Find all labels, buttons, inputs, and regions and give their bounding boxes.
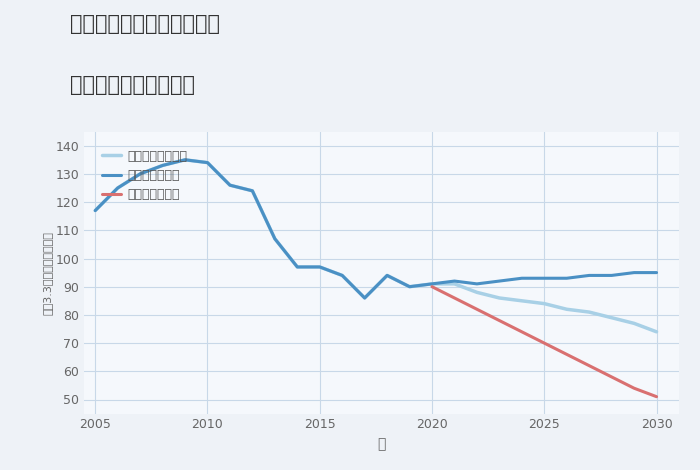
バッドシナリオ bbox=[517, 329, 526, 335]
ノーマルシナリオ bbox=[271, 236, 279, 242]
グッドシナリオ bbox=[540, 275, 549, 281]
グッドシナリオ bbox=[428, 281, 436, 287]
ノーマルシナリオ bbox=[293, 264, 302, 270]
ノーマルシナリオ bbox=[181, 157, 189, 163]
Line: グッドシナリオ: グッドシナリオ bbox=[95, 160, 657, 298]
バッドシナリオ bbox=[473, 306, 481, 312]
グッドシナリオ bbox=[338, 273, 346, 278]
バッドシナリオ bbox=[585, 363, 594, 368]
グッドシナリオ bbox=[608, 273, 616, 278]
ノーマルシナリオ bbox=[585, 309, 594, 315]
グッドシナリオ bbox=[630, 270, 638, 275]
グッドシナリオ bbox=[248, 188, 257, 194]
ノーマルシナリオ bbox=[630, 321, 638, 326]
グッドシナリオ bbox=[360, 295, 369, 301]
ノーマルシナリオ bbox=[136, 171, 144, 177]
グッドシナリオ bbox=[563, 275, 571, 281]
バッドシナリオ bbox=[563, 352, 571, 357]
ノーマルシナリオ bbox=[158, 163, 167, 168]
バッドシナリオ bbox=[652, 394, 661, 399]
グッドシナリオ bbox=[91, 208, 99, 213]
ノーマルシナリオ bbox=[225, 182, 234, 188]
Line: ノーマルシナリオ: ノーマルシナリオ bbox=[95, 160, 657, 332]
ノーマルシナリオ bbox=[563, 306, 571, 312]
Legend: ノーマルシナリオ, グッドシナリオ, バッドシナリオ: ノーマルシナリオ, グッドシナリオ, バッドシナリオ bbox=[96, 143, 194, 207]
ノーマルシナリオ bbox=[338, 273, 346, 278]
バッドシナリオ bbox=[428, 284, 436, 290]
グッドシナリオ bbox=[225, 182, 234, 188]
ノーマルシナリオ bbox=[540, 301, 549, 306]
ノーマルシナリオ bbox=[652, 329, 661, 335]
X-axis label: 年: 年 bbox=[377, 437, 386, 451]
グッドシナリオ bbox=[450, 278, 459, 284]
ノーマルシナリオ bbox=[495, 295, 503, 301]
グッドシナリオ bbox=[271, 236, 279, 242]
バッドシナリオ bbox=[450, 295, 459, 301]
グッドシナリオ bbox=[383, 273, 391, 278]
ノーマルシナリオ bbox=[316, 264, 324, 270]
グッドシナリオ bbox=[113, 185, 122, 191]
ノーマルシナリオ bbox=[91, 208, 99, 213]
ノーマルシナリオ bbox=[383, 273, 391, 278]
グッドシナリオ bbox=[652, 270, 661, 275]
ノーマルシナリオ bbox=[450, 281, 459, 287]
Line: バッドシナリオ: バッドシナリオ bbox=[432, 287, 657, 397]
グッドシナリオ bbox=[517, 275, 526, 281]
グッドシナリオ bbox=[181, 157, 189, 163]
グッドシナリオ bbox=[203, 160, 211, 165]
ノーマルシナリオ bbox=[203, 160, 211, 165]
Y-axis label: 坪（3.3㎡）単価（万円）: 坪（3.3㎡）単価（万円） bbox=[43, 231, 52, 314]
Text: 中古戸建ての価格推移: 中古戸建ての価格推移 bbox=[70, 75, 195, 95]
グッドシナリオ bbox=[495, 278, 503, 284]
グッドシナリオ bbox=[316, 264, 324, 270]
バッドシナリオ bbox=[630, 385, 638, 391]
ノーマルシナリオ bbox=[248, 188, 257, 194]
グッドシナリオ bbox=[158, 163, 167, 168]
ノーマルシナリオ bbox=[113, 185, 122, 191]
グッドシナリオ bbox=[293, 264, 302, 270]
ノーマルシナリオ bbox=[360, 295, 369, 301]
ノーマルシナリオ bbox=[608, 315, 616, 321]
グッドシナリオ bbox=[405, 284, 414, 290]
Text: 兵庫県豊岡市出石町伊豆の: 兵庫県豊岡市出石町伊豆の bbox=[70, 14, 220, 34]
グッドシナリオ bbox=[585, 273, 594, 278]
バッドシナリオ bbox=[608, 374, 616, 380]
バッドシナリオ bbox=[540, 340, 549, 346]
バッドシナリオ bbox=[495, 318, 503, 323]
ノーマルシナリオ bbox=[517, 298, 526, 304]
グッドシナリオ bbox=[136, 171, 144, 177]
ノーマルシナリオ bbox=[428, 281, 436, 287]
グッドシナリオ bbox=[473, 281, 481, 287]
ノーマルシナリオ bbox=[405, 284, 414, 290]
ノーマルシナリオ bbox=[473, 290, 481, 295]
